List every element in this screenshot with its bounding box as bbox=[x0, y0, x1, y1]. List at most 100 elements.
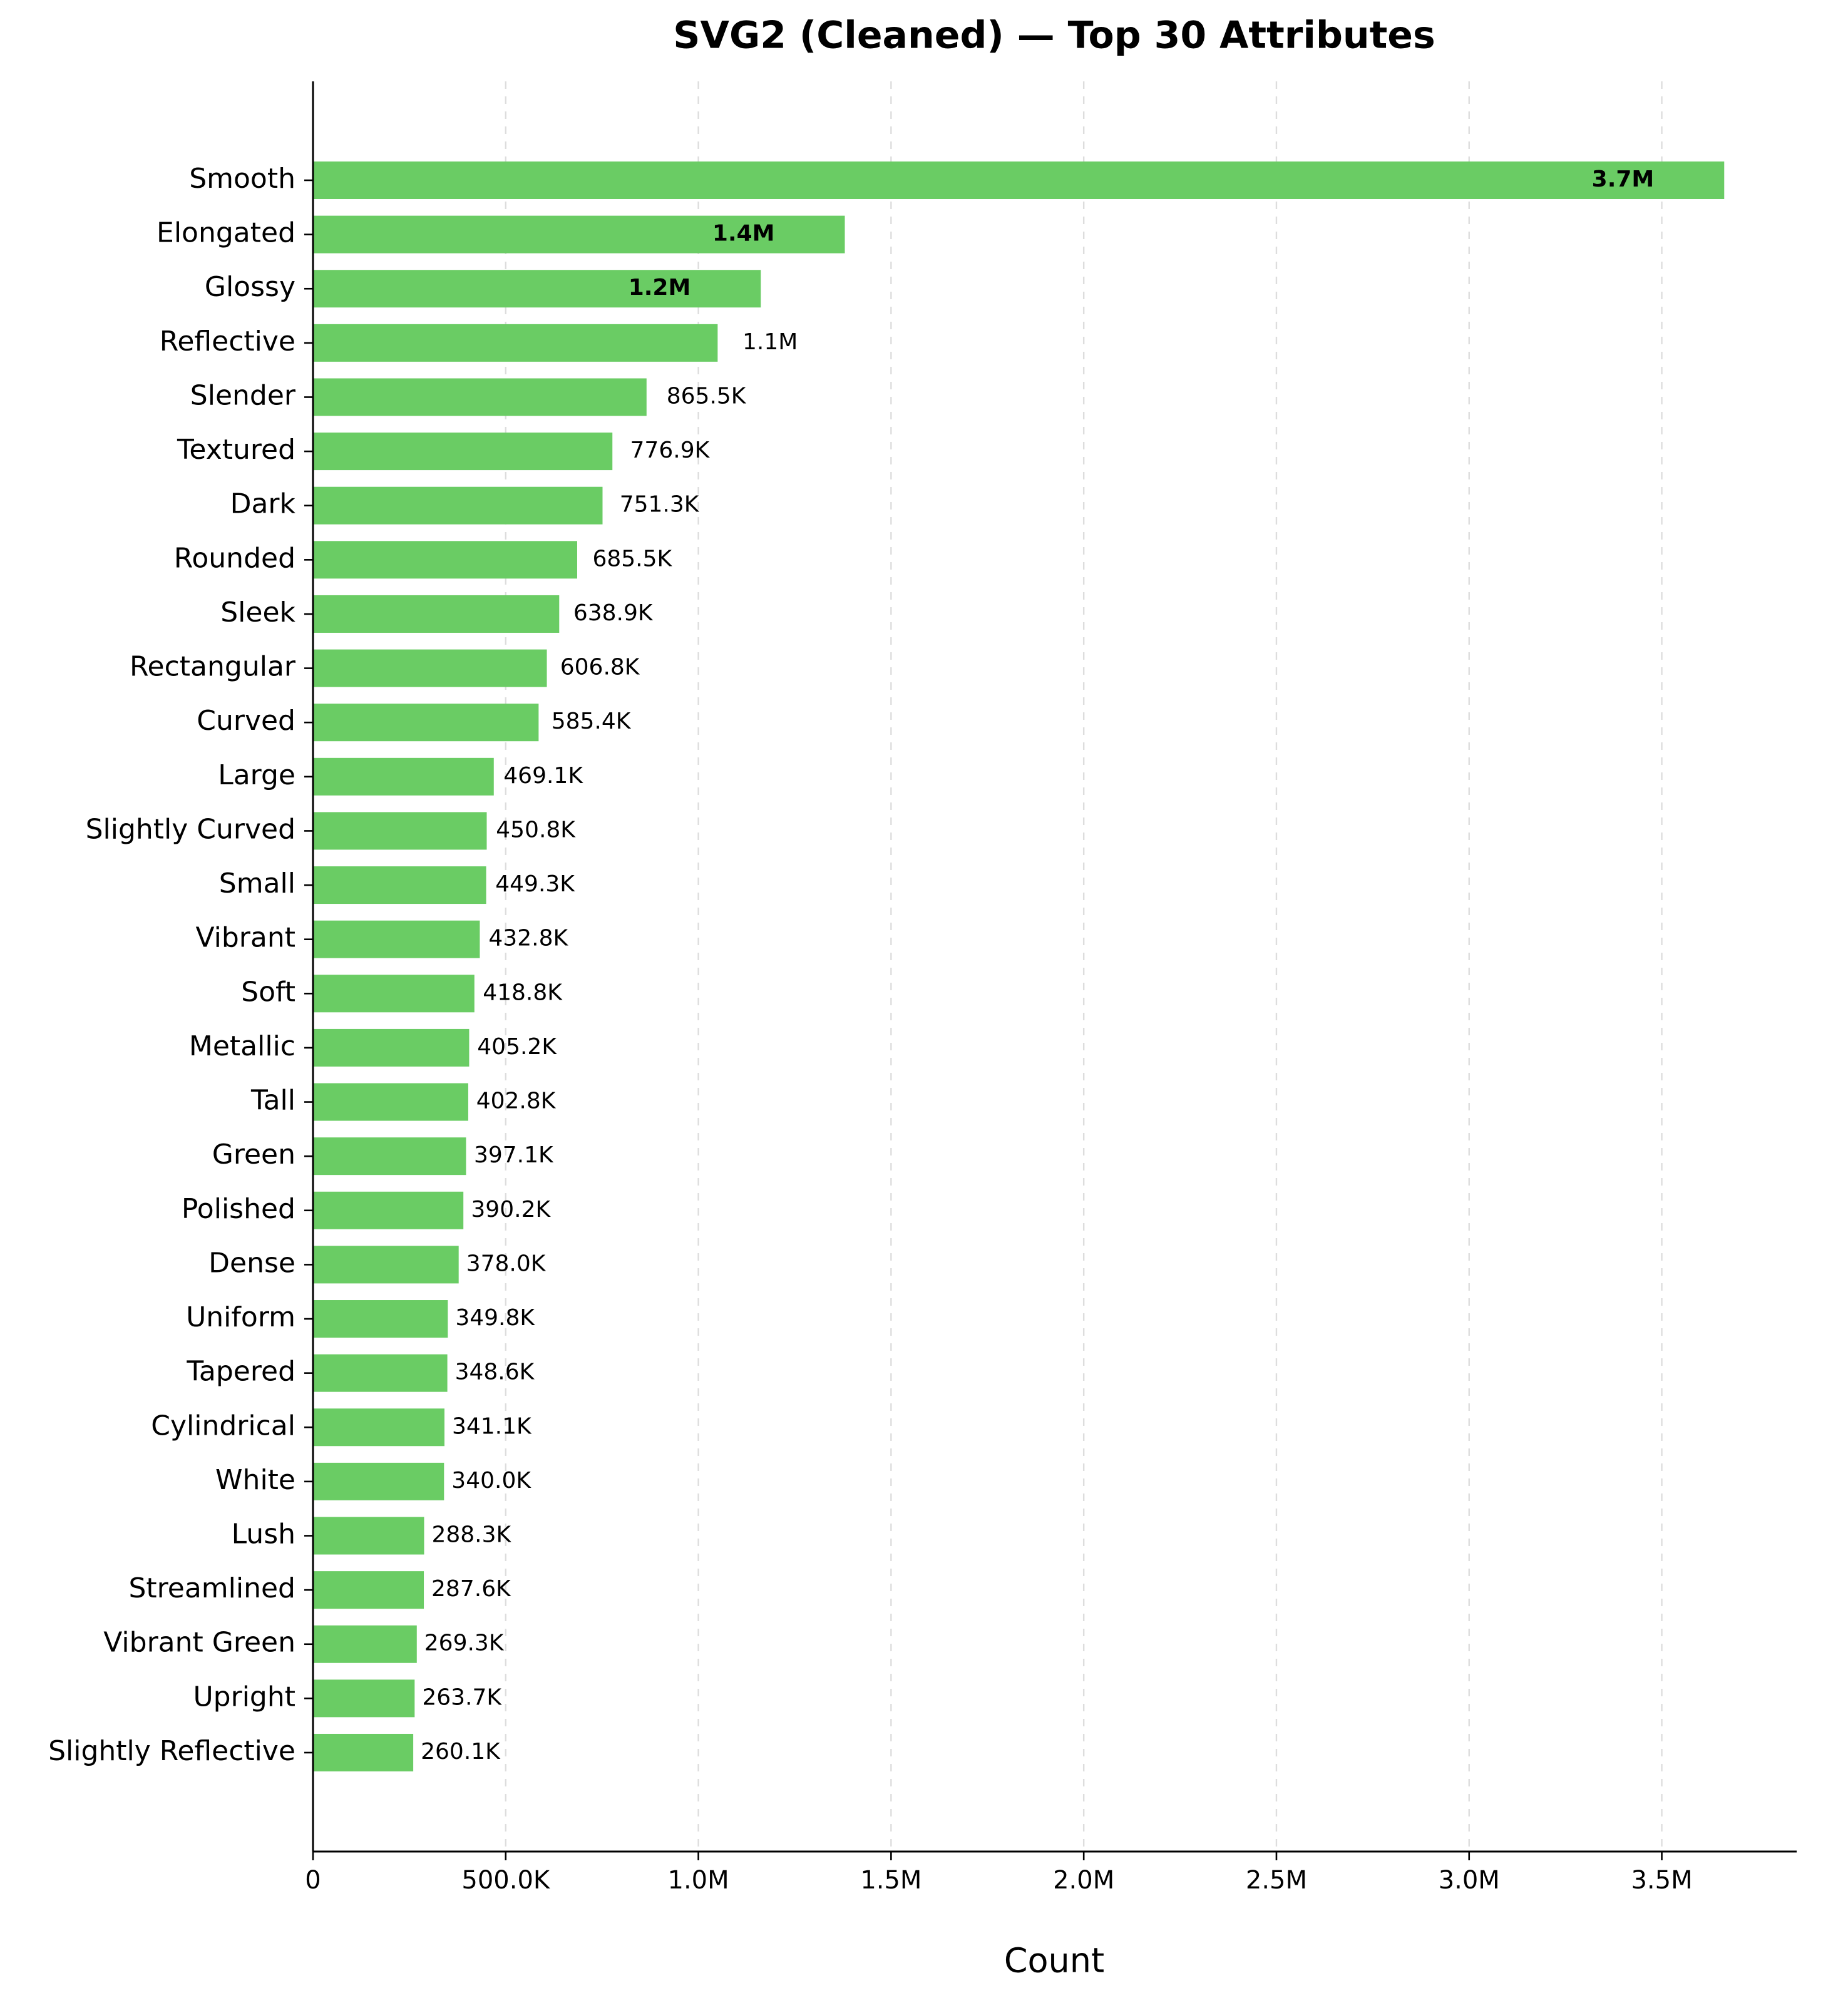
bar bbox=[313, 595, 560, 633]
y-tick-label: Polished bbox=[182, 1193, 295, 1225]
y-tick-label: Lush bbox=[232, 1519, 295, 1550]
y-tick-label: Large bbox=[218, 759, 295, 791]
value-label: 685.5K bbox=[592, 546, 672, 571]
bar bbox=[313, 1517, 424, 1555]
bar bbox=[313, 1679, 415, 1718]
x-tick-label: 0 bbox=[305, 1866, 321, 1895]
value-label: 638.9K bbox=[573, 600, 654, 626]
value-label: 3.7M bbox=[1592, 166, 1655, 192]
y-tick-label: Vibrant Green bbox=[103, 1627, 295, 1659]
bar bbox=[313, 486, 603, 525]
y-tick-label: Textured bbox=[177, 434, 295, 466]
bar bbox=[313, 541, 577, 579]
value-label: 397.1K bbox=[474, 1142, 554, 1168]
bar bbox=[313, 1733, 414, 1771]
y-tick-label: Tall bbox=[250, 1085, 295, 1117]
value-label: 751.3K bbox=[620, 492, 700, 518]
bar bbox=[313, 1191, 464, 1229]
y-tick-label: Tapered bbox=[186, 1356, 295, 1388]
value-label: 606.8K bbox=[560, 655, 640, 680]
value-label: 1.1M bbox=[742, 329, 798, 355]
chart-title: SVG2 (Cleaned) — Top 30 Attributes bbox=[673, 14, 1435, 58]
value-label: 418.8K bbox=[483, 980, 563, 1005]
x-tick-label: 3.0M bbox=[1439, 1866, 1500, 1895]
y-tick-label: Metallic bbox=[189, 1030, 295, 1062]
bar bbox=[313, 975, 475, 1013]
y-tick-label: Slightly Reflective bbox=[48, 1735, 295, 1767]
value-label: 405.2K bbox=[477, 1034, 557, 1060]
bar bbox=[313, 1028, 470, 1067]
y-tick-label: Smooth bbox=[189, 163, 295, 195]
bar bbox=[313, 704, 539, 742]
value-label: 288.3K bbox=[431, 1522, 511, 1548]
y-tick-label: Curved bbox=[197, 705, 295, 737]
bar bbox=[313, 757, 494, 796]
bar bbox=[313, 378, 647, 416]
x-tick-label: 2.0M bbox=[1053, 1866, 1114, 1895]
bar bbox=[313, 1408, 444, 1447]
y-tick-label: Green bbox=[212, 1139, 295, 1171]
bar bbox=[313, 324, 718, 362]
value-label: 340.0K bbox=[451, 1468, 531, 1493]
y-tick-label: Slender bbox=[190, 379, 296, 411]
bar bbox=[313, 270, 761, 308]
y-tick-label: Rounded bbox=[174, 542, 295, 574]
y-tick-label: Elongated bbox=[157, 217, 295, 249]
bar bbox=[313, 1571, 424, 1609]
bar bbox=[313, 161, 1725, 199]
value-label: 469.1K bbox=[503, 763, 583, 789]
x-tick-label: 3.5M bbox=[1631, 1866, 1692, 1895]
value-label: 390.2K bbox=[471, 1197, 551, 1222]
bar bbox=[313, 920, 480, 958]
x-tick-label: 1.0M bbox=[668, 1866, 729, 1895]
y-tick-label: Streamlined bbox=[128, 1572, 295, 1604]
bar bbox=[313, 1625, 417, 1663]
value-label: 378.0K bbox=[466, 1251, 547, 1276]
value-label: 450.8K bbox=[496, 817, 576, 843]
bar bbox=[313, 1462, 444, 1500]
value-label: 402.8K bbox=[476, 1089, 557, 1114]
value-label: 260.1K bbox=[421, 1739, 501, 1765]
y-tick-label: Uniform bbox=[186, 1301, 295, 1333]
value-label: 263.7K bbox=[422, 1684, 502, 1710]
x-tick-label: 500.0K bbox=[461, 1866, 551, 1895]
y-tick-label: Slightly Curved bbox=[86, 813, 295, 845]
x-tick-label: 2.5M bbox=[1246, 1866, 1307, 1895]
value-label: 287.6K bbox=[431, 1576, 511, 1602]
value-label: 1.2M bbox=[629, 275, 691, 300]
bar bbox=[313, 1354, 448, 1392]
bar bbox=[313, 649, 547, 687]
y-tick-label: Vibrant bbox=[196, 922, 295, 954]
value-label: 348.6K bbox=[455, 1360, 535, 1385]
y-tick-label: Upright bbox=[193, 1681, 295, 1713]
bar bbox=[313, 1137, 466, 1176]
y-tick-label: Glossy bbox=[205, 271, 295, 303]
value-label: 341.1K bbox=[452, 1413, 532, 1439]
bar bbox=[313, 866, 486, 904]
y-tick-label: Rectangular bbox=[130, 651, 296, 683]
value-label: 269.3K bbox=[424, 1631, 505, 1656]
bar bbox=[313, 215, 845, 254]
value-label: 1.4M bbox=[712, 221, 775, 247]
value-label: 449.3K bbox=[495, 871, 575, 897]
y-tick-label: Soft bbox=[241, 976, 295, 1008]
bar bbox=[313, 812, 487, 850]
x-axis-label: Count bbox=[1004, 1941, 1104, 1980]
x-tick-label: 1.5M bbox=[860, 1866, 921, 1895]
y-tick-label: Cylindrical bbox=[151, 1410, 295, 1442]
y-tick-label: Small bbox=[219, 868, 295, 899]
bar bbox=[313, 433, 613, 471]
value-label: 585.4K bbox=[552, 709, 632, 734]
y-tick-label: Sleek bbox=[220, 597, 295, 628]
value-label: 865.5K bbox=[667, 383, 747, 409]
y-tick-label: Dense bbox=[208, 1247, 295, 1279]
bar bbox=[313, 1300, 448, 1338]
y-tick-label: Reflective bbox=[160, 325, 295, 357]
value-label: 349.8K bbox=[455, 1305, 535, 1331]
y-tick-label: Dark bbox=[230, 488, 296, 520]
bar bbox=[313, 1246, 459, 1284]
value-label: 776.9K bbox=[630, 438, 711, 463]
bar bbox=[313, 1083, 468, 1121]
